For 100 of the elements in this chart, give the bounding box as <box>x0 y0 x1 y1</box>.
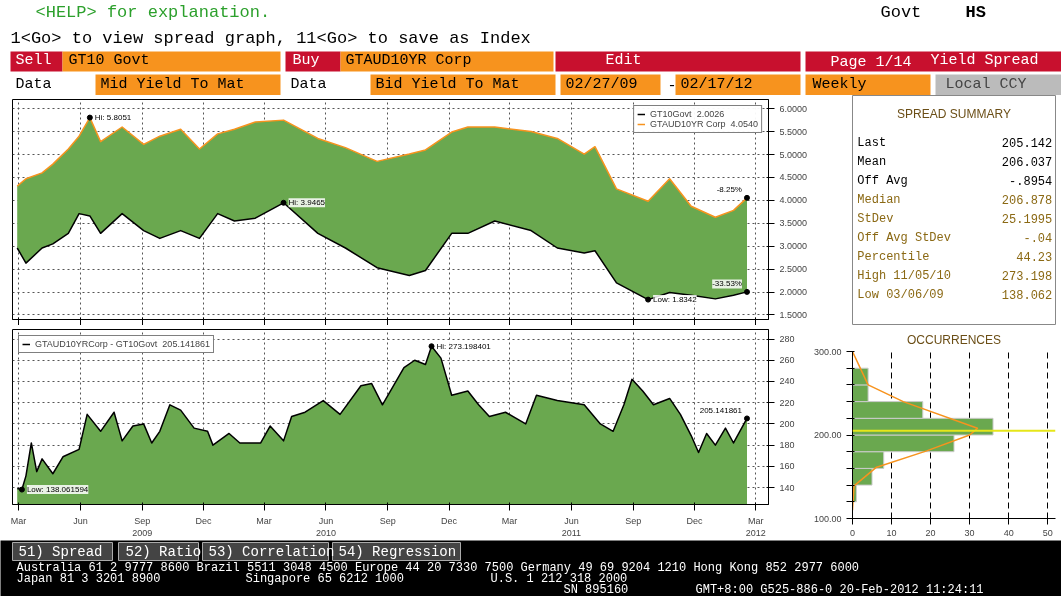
text: 44.23 <box>1016 251 1053 265</box>
chart-title: OCCURRENCES <box>907 332 1002 347</box>
x-tick-label: Mar <box>501 515 518 526</box>
y-tick-label: 300.00 <box>813 346 842 357</box>
text: Local CCY <box>945 76 1027 93</box>
y-tick-label: 6.0000 <box>779 103 808 114</box>
y-tick-label: 3.5000 <box>779 218 808 229</box>
x-tick-label: 50 <box>1042 527 1053 538</box>
x-tick-label: Jun 2010 <box>315 515 336 538</box>
category-label: Mean <box>857 154 887 169</box>
text: 138.062 <box>1001 289 1053 303</box>
y-tick-label: 2.0000 <box>779 287 808 297</box>
annotation: Hi: 3.9465 <box>288 198 326 208</box>
x-tick-label: Jun <box>73 515 88 526</box>
y-tick-label: 100.00 <box>813 513 842 524</box>
text: 205.142 <box>1001 137 1053 151</box>
text: Edit <box>605 52 642 69</box>
text: 273.198 <box>1001 270 1053 284</box>
text: 53) Correlation <box>208 543 335 560</box>
y-tick-label: 140 <box>779 482 795 493</box>
category-label: Off Avg StDev <box>857 230 951 245</box>
x-tick-label: 30 <box>964 527 975 538</box>
text: 02/17/12 <box>680 76 753 93</box>
y-tick-label: 160 <box>779 461 795 472</box>
text: Weekly <box>812 76 867 93</box>
text: 206.878 <box>1001 194 1053 208</box>
text: SN 895160 <box>563 582 629 596</box>
x-tick-label: Sep <box>625 515 642 526</box>
annotation: Hi: 5.8051 <box>94 113 132 123</box>
y-tick-label: 3.0000 <box>779 241 808 252</box>
text: <HELP> for explanation. <box>35 3 271 22</box>
text: HS <box>965 3 986 22</box>
y-tick-label: 260 <box>779 355 795 366</box>
legend-label: GTAUD10YR Corp 4.0540 <box>650 119 758 129</box>
x-tick-label: Dec <box>195 515 213 526</box>
category-label: StDev <box>857 211 894 226</box>
text: 1<Go> to view spread graph, 11<Go> to save as Index <box>10 29 531 48</box>
y-tick-label: 180 <box>779 440 795 451</box>
text: 54) Regression <box>338 543 457 560</box>
text: -.8954 <box>1009 175 1053 189</box>
text: -.04 <box>1023 232 1053 246</box>
point <box>743 194 750 201</box>
legend-label: GTAUD10YRCorp - GT10Govt 205.141861 <box>35 339 210 349</box>
text: Data <box>15 76 52 93</box>
text: Page 1/14 <box>830 54 912 71</box>
x-tick-label: Dec <box>441 515 458 526</box>
text: SPREAD SUMMARY <box>897 106 1011 121</box>
x-tick-label: Jun 2011 <box>561 515 582 538</box>
text: 52) Ratio <box>125 543 202 560</box>
text: Buy <box>292 52 320 69</box>
y-tick-label: 200.00 <box>813 430 842 440</box>
text: 206.037 <box>1001 156 1053 170</box>
category-label: Percentile <box>857 249 930 264</box>
x-tick-label: 20 <box>925 527 936 538</box>
text: 02/27/09 <box>565 76 638 93</box>
y-tick-label: 5.0000 <box>779 149 808 160</box>
text: Yield Spread <box>930 52 1039 69</box>
text: Mid Yield To Mat <box>100 76 245 93</box>
category-label: High 11/05/10 <box>857 268 951 283</box>
text: Japan 81 3 3201 8900 <box>16 571 161 586</box>
y-tick-label: 5.5000 <box>779 126 808 137</box>
text: GT10 Govt <box>68 52 150 69</box>
x-tick-label: 0 <box>850 527 856 538</box>
annotation: 205.141861 <box>699 405 743 415</box>
annotation: -33.53% <box>712 279 742 289</box>
legend-label: GT10Govt 2.0026 <box>650 109 725 119</box>
annotation: Hi: 273.198401 <box>436 341 492 351</box>
text: GMT+8:00 G525-886-0 20-Feb-2012 11:24:11 <box>695 582 984 596</box>
text: 51) Spread <box>18 543 103 560</box>
point <box>86 114 93 121</box>
text: - <box>667 77 677 95</box>
y-tick-label: 220 <box>779 397 795 408</box>
y-tick-label: 240 <box>779 376 795 387</box>
y-tick-label: 280 <box>779 334 795 345</box>
y-tick-label: 4.0000 <box>779 195 808 206</box>
x-tick-label: Mar <box>256 515 272 526</box>
x-tick-label: Mar 2012 <box>745 515 766 538</box>
annotation: Low: 1.8342 <box>653 295 698 305</box>
category-label: Median <box>857 192 901 207</box>
point <box>280 199 287 206</box>
category-label: Last <box>857 135 887 150</box>
point <box>743 288 750 295</box>
x-tick-label: Mar <box>10 515 27 526</box>
text: Govt <box>880 3 922 22</box>
category-label: Off Avg <box>857 173 908 188</box>
text: 25.1995 <box>1001 213 1053 227</box>
x-tick-label: Sep <box>379 515 396 526</box>
text: Data <box>290 76 327 93</box>
y-tick-label: 200 <box>779 418 795 429</box>
x-tick-label: Dec <box>686 515 704 526</box>
x-tick-label: 10 <box>886 527 897 538</box>
y-tick-label: 2.5000 <box>779 264 808 275</box>
category-label: Low 03/06/09 <box>857 287 944 302</box>
point <box>645 296 652 303</box>
x-tick-label: Sep 2009 <box>132 515 153 538</box>
y-tick-label: 1.5000 <box>779 309 808 320</box>
annotation: Low: 138.061594 <box>26 485 89 495</box>
text: GTAUD10YR Corp <box>345 52 472 69</box>
y-tick-label: 4.5000 <box>779 172 808 183</box>
x-tick-label: 40 <box>1003 527 1014 538</box>
